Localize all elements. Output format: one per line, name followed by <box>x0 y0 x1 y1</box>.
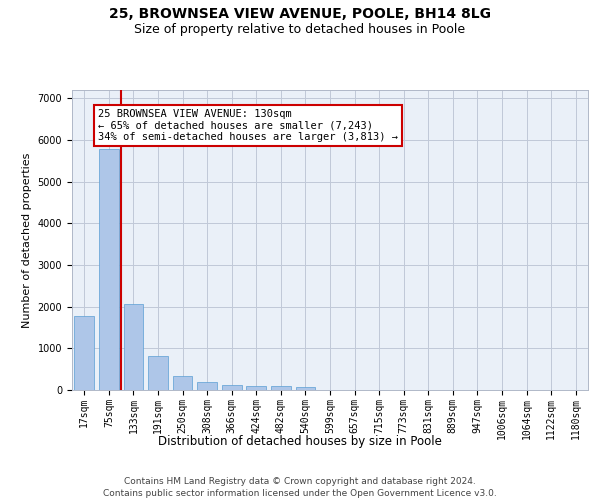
Bar <box>74 316 94 390</box>
Bar <box>271 386 290 390</box>
Bar <box>222 386 242 390</box>
Bar <box>124 304 143 390</box>
Bar <box>148 356 168 390</box>
Text: 25, BROWNSEA VIEW AVENUE, POOLE, BH14 8LG: 25, BROWNSEA VIEW AVENUE, POOLE, BH14 8L… <box>109 8 491 22</box>
Text: Distribution of detached houses by size in Poole: Distribution of detached houses by size … <box>158 435 442 448</box>
Text: Contains public sector information licensed under the Open Government Licence v3: Contains public sector information licen… <box>103 489 497 498</box>
Text: Contains HM Land Registry data © Crown copyright and database right 2024.: Contains HM Land Registry data © Crown c… <box>124 478 476 486</box>
Y-axis label: Number of detached properties: Number of detached properties <box>22 152 32 328</box>
Bar <box>296 387 315 390</box>
Bar <box>99 149 119 390</box>
Text: 25 BROWNSEA VIEW AVENUE: 130sqm
← 65% of detached houses are smaller (7,243)
34%: 25 BROWNSEA VIEW AVENUE: 130sqm ← 65% of… <box>98 109 398 142</box>
Bar <box>197 382 217 390</box>
Bar <box>247 386 266 390</box>
Text: Size of property relative to detached houses in Poole: Size of property relative to detached ho… <box>134 22 466 36</box>
Bar <box>173 376 193 390</box>
